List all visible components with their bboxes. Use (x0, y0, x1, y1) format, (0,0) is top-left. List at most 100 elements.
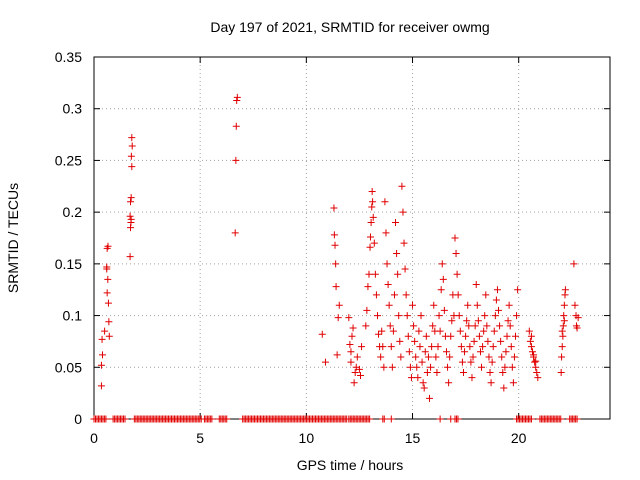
data-point (416, 343, 424, 351)
data-point (390, 291, 398, 299)
data-point (437, 286, 445, 294)
data-point (395, 312, 403, 320)
data-point (208, 415, 216, 423)
data-point (507, 343, 515, 351)
data-point (223, 415, 231, 423)
data-point (388, 363, 396, 371)
data-point (231, 229, 239, 237)
data-point (334, 314, 342, 322)
data-point (463, 317, 471, 325)
data-point (502, 348, 510, 356)
data-point (399, 208, 407, 216)
data-point (412, 353, 420, 361)
data-point (127, 198, 135, 206)
data-point (482, 291, 490, 299)
data-point (447, 332, 455, 340)
y-tick-label: 0.2 (63, 204, 83, 220)
data-point (403, 312, 411, 320)
data-point (470, 337, 478, 345)
x-tick-label: 20 (511, 430, 527, 446)
data-point (432, 353, 440, 361)
data-point (495, 306, 503, 314)
data-point (233, 96, 241, 104)
data-point (348, 332, 356, 340)
data-point (121, 415, 129, 423)
y-tick-label: 0.15 (55, 256, 82, 272)
data-point (409, 301, 417, 309)
x-tick-label: 15 (405, 430, 421, 446)
data-point (346, 341, 354, 349)
data-point (102, 415, 110, 423)
data-point (451, 234, 459, 242)
data-point (333, 351, 341, 359)
data-point (382, 229, 390, 237)
data-point (103, 289, 111, 297)
data-point (467, 358, 475, 366)
x-tick-label: 0 (90, 430, 98, 446)
y-tick-label: 0.3 (63, 101, 83, 117)
data-point (419, 379, 427, 387)
data-point (406, 363, 414, 371)
data-point (101, 327, 109, 335)
data-point (367, 218, 375, 226)
data-point (527, 415, 535, 423)
data-point (128, 163, 136, 171)
data-point (421, 348, 429, 356)
data-point (525, 327, 533, 335)
data-point (402, 291, 410, 299)
data-point (446, 353, 454, 361)
data-point (104, 275, 112, 283)
data-point (349, 324, 357, 332)
data-point (372, 291, 380, 299)
data-point (489, 343, 497, 351)
data-point (105, 332, 113, 340)
data-point (127, 194, 135, 202)
data-point (560, 317, 568, 325)
data-point (377, 353, 385, 361)
data-point (440, 306, 448, 314)
data-point (462, 332, 470, 340)
data-point (356, 372, 364, 380)
data-point (424, 353, 432, 361)
data-point (445, 379, 453, 387)
data-point (380, 415, 388, 423)
data-point (383, 260, 391, 268)
data-point (527, 332, 535, 340)
data-point (468, 374, 476, 382)
data-point (105, 318, 113, 326)
data-point (479, 343, 487, 351)
data-point (97, 361, 105, 369)
data-point (454, 291, 462, 299)
data-point (330, 231, 338, 239)
data-point (493, 286, 501, 294)
data-point (385, 301, 393, 309)
data-point (559, 332, 567, 340)
y-axis-label: SRMTID / TECUs (5, 183, 21, 293)
data-point (466, 343, 474, 351)
data-point (436, 415, 444, 423)
data-point (98, 351, 106, 359)
data-point (534, 374, 542, 382)
data-point (127, 152, 135, 160)
data-point (373, 312, 381, 320)
x-tick-label: 5 (196, 430, 204, 446)
data-point (345, 314, 353, 322)
data-point (362, 322, 370, 330)
data-point (365, 270, 373, 278)
data-point (561, 286, 569, 294)
data-point (436, 327, 444, 335)
data-point (405, 348, 413, 356)
data-point (557, 415, 565, 423)
data-point (498, 353, 506, 361)
data-point (394, 270, 402, 278)
y-tick-label: 0.05 (55, 359, 82, 375)
chart-title: Day 197 of 2021, SRMTID for receiver owm… (210, 19, 489, 35)
data-point (506, 322, 514, 330)
data-point (335, 301, 343, 309)
data-point (474, 317, 482, 325)
data-point (422, 332, 430, 340)
data-point (380, 363, 388, 371)
x-axis-label: GPS time / hours (297, 457, 404, 473)
data-point (558, 343, 566, 351)
